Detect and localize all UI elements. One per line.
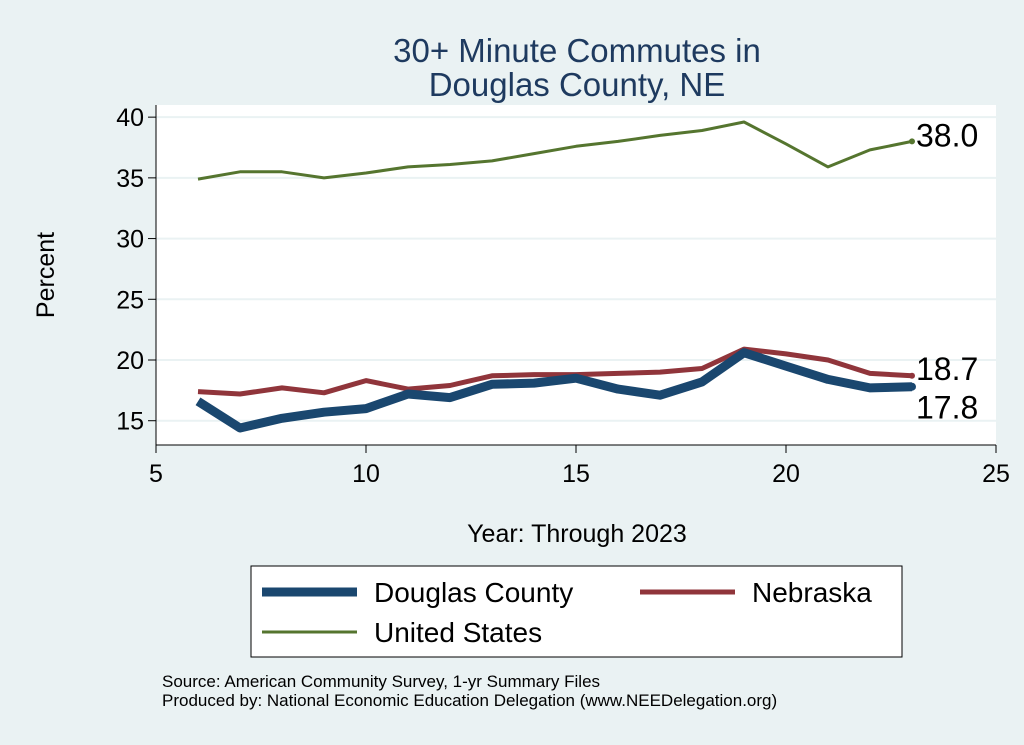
source-note: Source: American Community Survey, 1-yr … bbox=[162, 672, 601, 691]
y-tick-label: 15 bbox=[116, 408, 144, 436]
y-tick-label: 20 bbox=[116, 347, 144, 375]
y-axis-label: Percent bbox=[32, 232, 60, 318]
x-tick-label: 20 bbox=[772, 460, 800, 488]
series-line-united-states bbox=[197, 120, 913, 181]
x-tick-label: 25 bbox=[982, 460, 1010, 488]
x-tick-label: 5 bbox=[149, 460, 163, 488]
plot-area bbox=[156, 105, 996, 445]
chart-title-line-1: 30+ Minute Commutes in bbox=[393, 32, 761, 69]
y-tick-label: 25 bbox=[116, 286, 144, 314]
x-axis-label: Year: Through 2023 bbox=[467, 520, 687, 548]
series-line-douglas-county bbox=[195, 348, 913, 433]
series-end-point bbox=[908, 382, 916, 391]
y-tick-label: 40 bbox=[116, 104, 144, 132]
end-labels: 17.818.7 38.0 bbox=[916, 117, 978, 425]
x-tick-label: 10 bbox=[352, 460, 380, 488]
y-tick-label: 35 bbox=[116, 165, 144, 193]
end-value-label: 17.8 bbox=[916, 390, 978, 426]
series-end-point bbox=[909, 372, 915, 379]
end-value-label: 38.0 bbox=[916, 117, 978, 153]
series-end-point bbox=[909, 138, 915, 145]
y-tick-label: 30 bbox=[116, 226, 144, 254]
axes: 15 20 25 30 35 40 5 10 15 20 25 bbox=[116, 104, 1010, 488]
legend-label: Douglas County bbox=[374, 577, 573, 608]
chart-title-line-2: Douglas County, NE bbox=[429, 66, 726, 103]
gridlines bbox=[156, 116, 996, 422]
end-value-label: 18.7 bbox=[916, 351, 978, 387]
legend-box bbox=[250, 565, 903, 658]
x-tick-label: 15 bbox=[562, 460, 590, 488]
producer-note: Produced by: National Economic Education… bbox=[162, 691, 778, 710]
legend-label: Nebraska bbox=[752, 577, 872, 608]
legend-label: United States bbox=[374, 617, 542, 648]
series-lines bbox=[195, 120, 916, 433]
series-line-nebraska bbox=[197, 346, 913, 397]
legend: Douglas County Nebraska United States bbox=[262, 577, 872, 648]
